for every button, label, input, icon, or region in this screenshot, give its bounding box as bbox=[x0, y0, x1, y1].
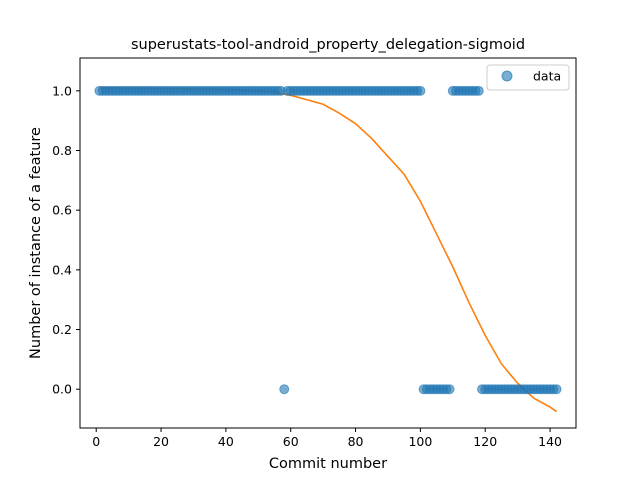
x-tick-label: 0 bbox=[92, 434, 100, 449]
chart-title: superustats-tool-android_property_delega… bbox=[131, 37, 525, 53]
legend: data bbox=[486, 64, 570, 91]
y-tick-label: 0.0 bbox=[52, 382, 72, 397]
x-tick-label: 40 bbox=[218, 434, 234, 449]
x-tick-label: 80 bbox=[348, 434, 364, 449]
x-axis-ticks: 0 20 40 60 80 100 120 140 bbox=[92, 428, 562, 449]
data-points-layer bbox=[94, 85, 562, 395]
plot-area bbox=[80, 58, 576, 428]
y-tick-label: 0.6 bbox=[52, 203, 72, 218]
x-axis-label: Commit number bbox=[269, 456, 387, 472]
plot-frame bbox=[79, 57, 577, 429]
y-tick-label: 1.0 bbox=[52, 83, 72, 98]
data-point bbox=[444, 384, 455, 395]
legend-label-data: data bbox=[533, 69, 561, 84]
data-point bbox=[551, 384, 562, 395]
y-tick-label: 0.8 bbox=[52, 143, 72, 158]
x-tick-label: 100 bbox=[408, 434, 432, 449]
y-tick-label: 0.4 bbox=[52, 262, 72, 277]
data-point bbox=[415, 85, 426, 96]
data-point bbox=[279, 384, 290, 395]
x-tick-label: 20 bbox=[153, 434, 169, 449]
y-axis-ticks: 0.0 0.2 0.4 0.6 0.8 1.0 bbox=[52, 83, 80, 397]
y-tick-label: 0.2 bbox=[52, 322, 72, 337]
x-tick-label: 140 bbox=[538, 434, 562, 449]
data-point bbox=[473, 85, 484, 96]
legend-marker-data bbox=[501, 70, 513, 82]
x-tick-label: 120 bbox=[473, 434, 497, 449]
x-tick-label: 60 bbox=[283, 434, 299, 449]
y-axis-label: Number of instance of a feature bbox=[28, 127, 44, 359]
